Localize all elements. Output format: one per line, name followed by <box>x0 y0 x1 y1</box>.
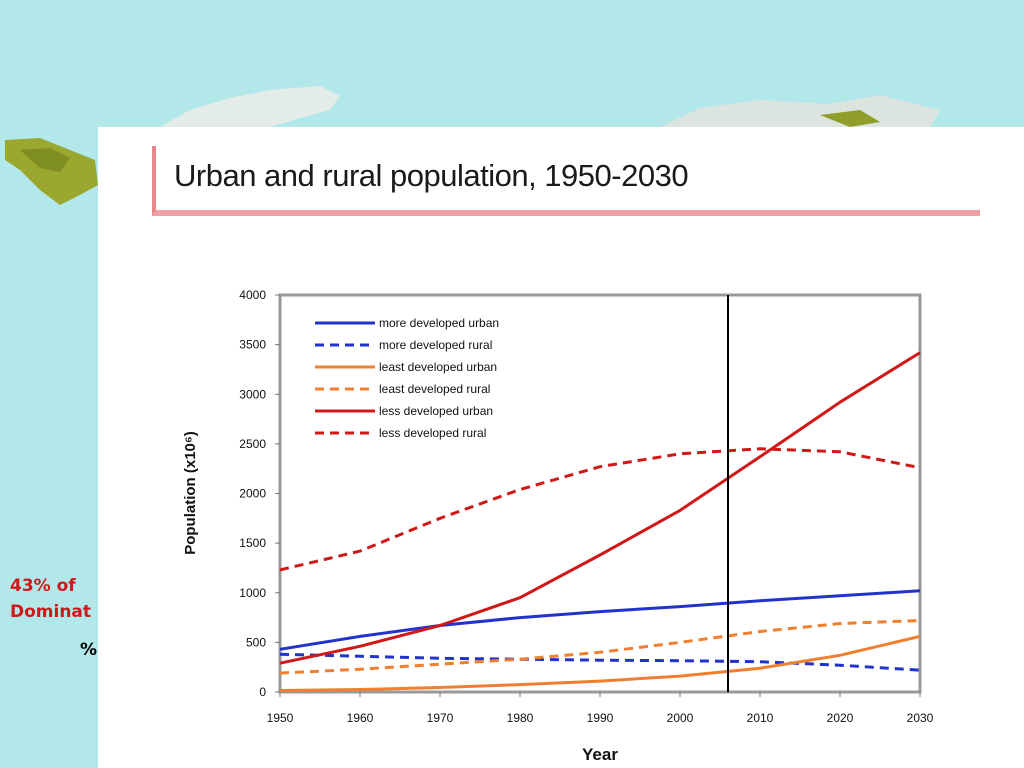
legend-label: less developed rural <box>379 426 486 440</box>
y-tick-label: 3500 <box>239 338 266 352</box>
series-line-more-developed-rural <box>279 652 921 672</box>
x-tick-label: 2010 <box>747 711 774 725</box>
map-landmass-top <box>160 86 340 127</box>
title-bar: Urban and rural population, 1950-2030 <box>152 146 980 216</box>
legend-label: less developed urban <box>379 404 493 418</box>
side-text-percent: % <box>80 640 98 660</box>
x-tick-label: 1990 <box>587 711 614 725</box>
x-tick-label: 1980 <box>507 711 534 725</box>
y-tick-label: 4000 <box>239 288 266 302</box>
map-landmass-left-2 <box>20 148 70 172</box>
series-line-less-developed-urban <box>279 351 921 665</box>
series-line-less-developed-rural <box>279 447 921 572</box>
y-tick-label: 2000 <box>239 487 266 501</box>
x-tick-label: 2000 <box>667 711 694 725</box>
x-tick-label: 1970 <box>427 711 454 725</box>
legend-label: more developed rural <box>379 338 492 352</box>
y-tick-label: 2500 <box>239 437 266 451</box>
y-axis-label: Population (x10⁶) <box>182 431 199 555</box>
y-tick-label: 3000 <box>239 387 266 401</box>
x-tick-label: 1950 <box>267 711 294 725</box>
y-tick-label: 0 <box>259 685 266 699</box>
legend-label: least developed rural <box>379 382 490 396</box>
series-line-more-developed-urban <box>279 589 921 651</box>
side-text-line-2: Dominat <box>10 602 92 622</box>
series-line-least-developed-rural <box>279 619 921 675</box>
plot-area <box>278 293 922 694</box>
x-axis-label: Year <box>582 745 618 764</box>
x-tick-label: 1960 <box>347 711 374 725</box>
y-tick-label: 1000 <box>239 586 266 600</box>
x-tick-label: 2030 <box>907 711 934 725</box>
chart-title: Urban and rural population, 1950-2030 <box>174 158 689 193</box>
legend-label: least developed urban <box>379 360 497 374</box>
y-tick-label: 1500 <box>239 536 266 550</box>
map-landmass-tip <box>820 110 880 127</box>
y-tick-label: 500 <box>246 635 266 649</box>
x-tick-label: 2020 <box>827 711 854 725</box>
legend-label: more developed urban <box>379 316 499 330</box>
side-text-line-1: 43% of <box>10 576 76 596</box>
series-line-least-developed-urban <box>279 634 921 692</box>
